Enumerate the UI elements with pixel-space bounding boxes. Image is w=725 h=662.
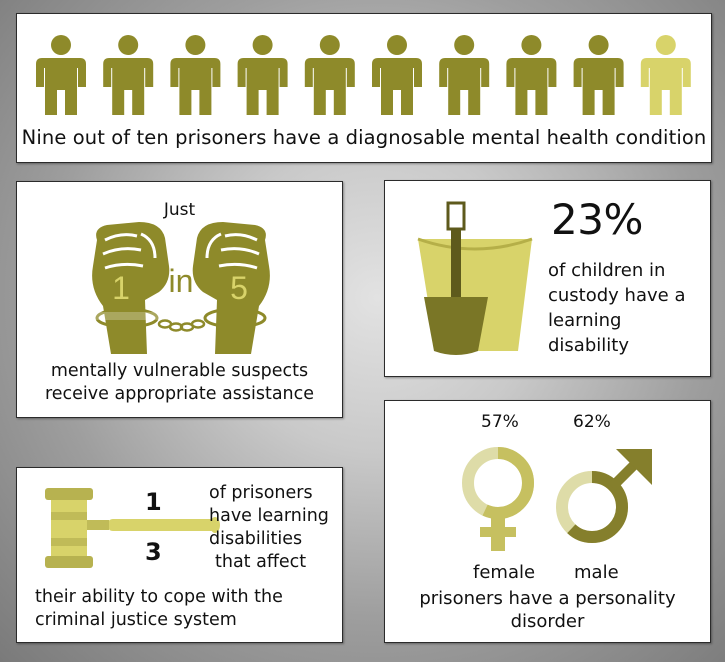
children-stat: 23% [551,195,643,244]
gavel-icon [45,488,220,568]
learning-panel: 1 3 of prisoners have learning disabilit… [16,467,343,643]
fraction-denominator: 3 [145,538,162,566]
personality-panel: 57% 62% female male prisoners have a per… [384,400,711,643]
fraction-numerator: 1 [145,488,162,516]
suspects-panel: Just 1 in 5 mentally vulnerable suspects… [16,181,343,418]
denominator-text: 5 [230,270,248,306]
person-icon [372,35,422,115]
male-label: male [574,562,619,583]
person-icon [640,35,691,115]
learning-side-text: of prisoners have learning disabilities … [209,483,329,572]
children-panel: 23% of children in custody have a learni… [384,180,711,377]
suspects-caption: mentally vulnerable suspects receive app… [44,361,315,404]
numerator-text: 1 [112,270,130,306]
just-label: Just [163,200,196,220]
children-caption: of children in custody have a learning d… [548,260,686,356]
people-row [36,35,691,115]
prisoners-panel: Nine out of ten prisoners have a diagnos… [16,13,712,163]
person-icon [237,35,288,115]
person-icon [573,35,624,115]
female-label: female [473,562,536,583]
person-icon [36,35,86,115]
bucket-spade-icon [417,201,533,355]
chain-icon [157,319,206,332]
learning-bottom-text: their ability to cope with the criminal … [35,587,283,630]
person-icon [506,35,557,115]
handcuffs-icon: 1 in 5 [92,222,270,354]
person-icon [304,35,355,115]
in-text: in [169,263,194,299]
person-icon [103,35,154,115]
right-fist-icon [192,222,270,354]
prisoners-caption: Nine out of ten prisoners have a diagnos… [21,126,707,149]
gender-symbols [462,447,652,551]
female-percent: 57% [481,412,519,432]
personality-caption: prisoners have a personality disorder [419,588,676,632]
left-fist-icon [92,222,170,354]
male-symbol-icon [556,449,652,543]
female-symbol-icon [462,447,534,551]
male-percent: 62% [573,412,611,432]
person-icon [170,35,221,115]
person-icon [439,35,490,115]
